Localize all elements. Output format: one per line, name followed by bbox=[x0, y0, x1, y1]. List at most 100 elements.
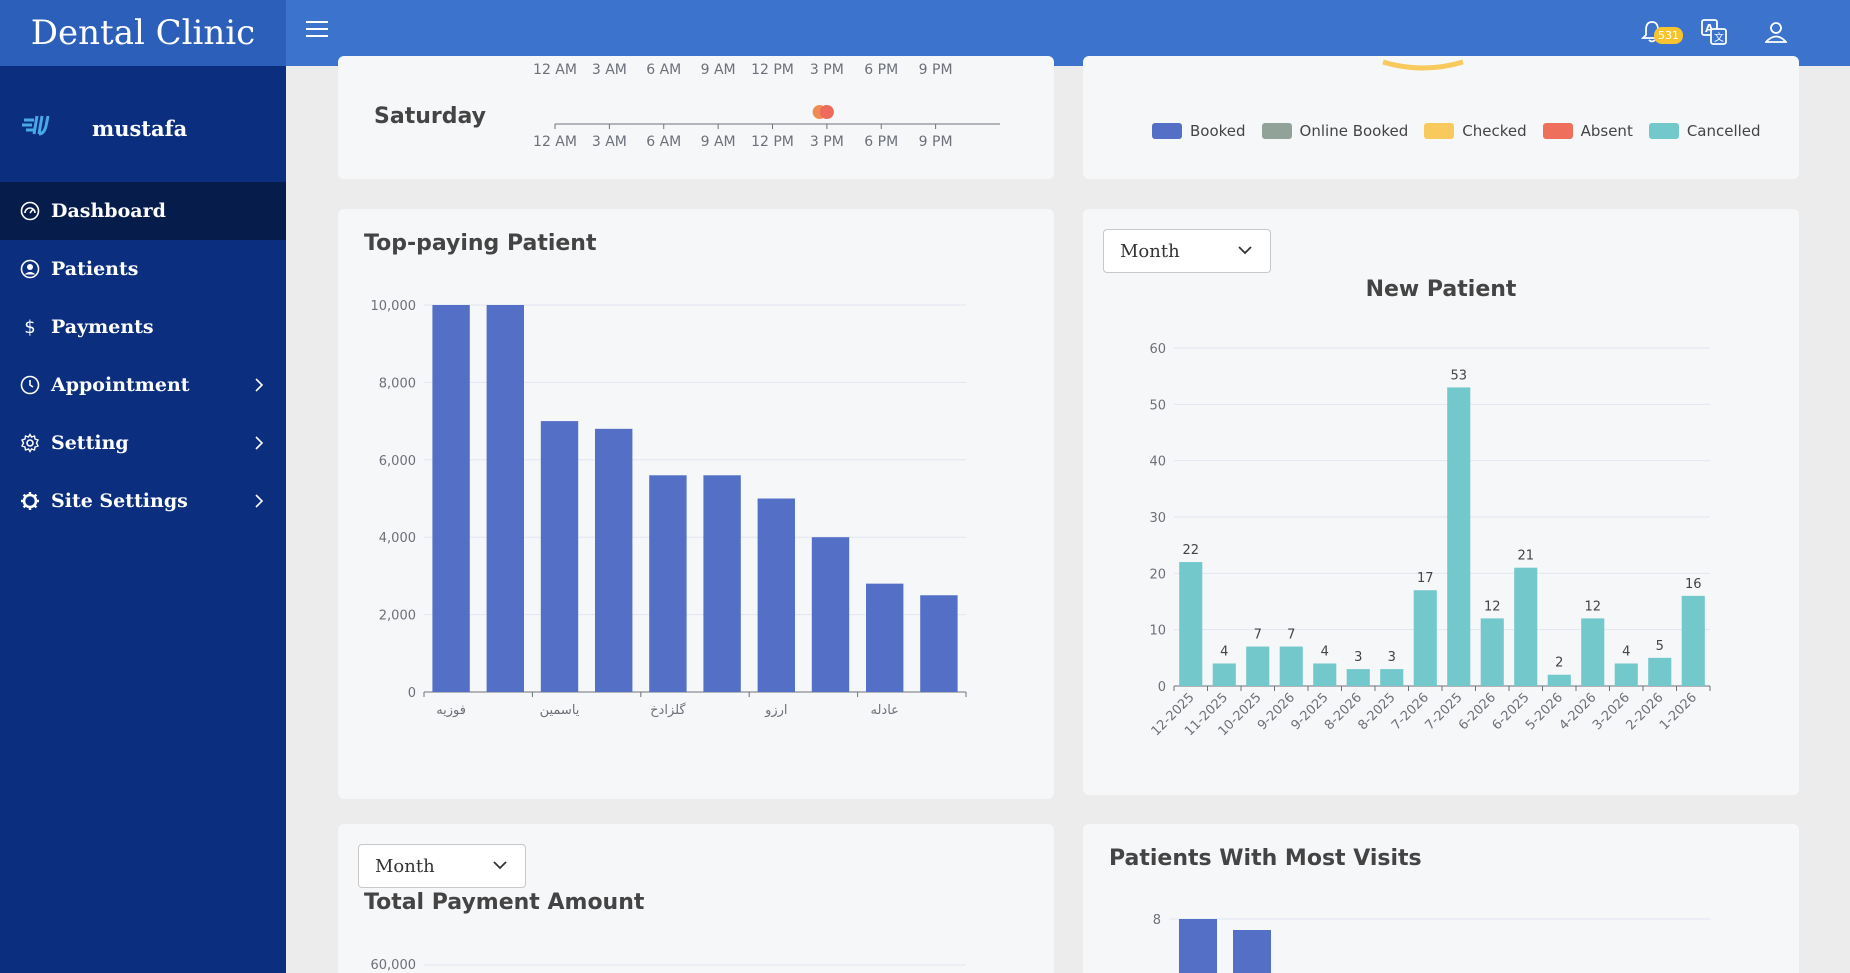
bar-value-label: 7 bbox=[1254, 628, 1262, 643]
sidebar-item-label: Site Settings bbox=[51, 490, 188, 512]
x-tick-label: گلزادخ bbox=[650, 702, 686, 718]
bar bbox=[920, 595, 958, 692]
legend-swatch bbox=[1152, 123, 1182, 139]
new-patient-card: Month New Patient 0 10 20 30 40 50 60 22 12-2025… bbox=[1083, 209, 1799, 795]
bar bbox=[1648, 657, 1672, 686]
legend-item[interactable]: Online Booked bbox=[1261, 122, 1409, 140]
legend-item[interactable]: Checked bbox=[1424, 122, 1527, 140]
y-tick-label: 0 bbox=[1158, 680, 1166, 695]
top-paying-patient-card: Top-paying Patient 0 2,000 4,000 6,000 8,000… bbox=[338, 209, 1054, 799]
new-patient-period-select[interactable]: Month bbox=[1103, 229, 1271, 273]
bar bbox=[486, 305, 524, 692]
y-tick-label: 60,000 bbox=[371, 958, 417, 973]
legend-item[interactable]: Cancelled bbox=[1648, 122, 1761, 140]
bar-value-label: 7 bbox=[1287, 628, 1295, 643]
bar bbox=[757, 498, 795, 692]
y-tick-label: 0 bbox=[408, 686, 416, 701]
bar bbox=[1313, 663, 1337, 686]
bar bbox=[649, 475, 687, 692]
gear-icon bbox=[20, 433, 40, 453]
chevron-down-icon bbox=[493, 861, 507, 870]
bar bbox=[1581, 618, 1605, 686]
y-tick-label: 40 bbox=[1149, 455, 1166, 470]
bar bbox=[1480, 618, 1504, 686]
chevron-right-icon bbox=[255, 494, 264, 508]
legend-label: Absent bbox=[1580, 122, 1633, 140]
bar-value-label: 4 bbox=[1220, 644, 1228, 659]
notification-count-badge: 531 bbox=[1654, 27, 1683, 44]
bar bbox=[1246, 646, 1270, 686]
most-visits-chart: 8 bbox=[1153, 913, 1711, 973]
sidebar-item-patients[interactable]: Patients bbox=[0, 240, 286, 298]
user-profile-icon[interactable] bbox=[1762, 18, 1790, 46]
bar-value-label: 2 bbox=[1555, 656, 1563, 671]
time-tick-label: 6 AM bbox=[646, 62, 681, 78]
sidebar-item-label: Dashboard bbox=[51, 200, 166, 222]
time-tick-label: 9 AM bbox=[701, 62, 736, 78]
legend-item[interactable]: Absent bbox=[1542, 122, 1633, 140]
user-name: mustafa bbox=[92, 115, 188, 141]
schedule-day-label: Saturday bbox=[374, 104, 486, 129]
legend-item[interactable]: Booked bbox=[1152, 122, 1246, 140]
time-tick-label: 9 AM bbox=[701, 134, 736, 150]
most-visits-card: Patients With Most Visits 8 bbox=[1083, 824, 1799, 973]
time-tick-label: 12 PM bbox=[751, 134, 794, 150]
bar bbox=[540, 421, 579, 692]
legend-swatch bbox=[1648, 123, 1679, 139]
time-tick-label: 12 PM bbox=[751, 62, 794, 78]
sidebar-item-site-settings[interactable]: Site Settings bbox=[0, 472, 286, 530]
y-tick-label: 8 bbox=[1153, 913, 1161, 928]
legend-swatch bbox=[1542, 123, 1573, 139]
sidebar-item-label: Appointment bbox=[51, 374, 190, 396]
y-tick-label: 60 bbox=[1149, 342, 1166, 357]
sidebar-item-setting[interactable]: Setting bbox=[0, 414, 286, 472]
appointment-dot bbox=[819, 105, 834, 119]
legend-swatch bbox=[1424, 123, 1455, 139]
bar-value-label: 3 bbox=[1388, 650, 1396, 665]
y-tick-label: 30 bbox=[1149, 511, 1166, 526]
sidebar-item-payments[interactable]: $ Payments bbox=[0, 298, 286, 356]
sidebar-nav: Dashboard Patients $ Payments Appointmen… bbox=[0, 182, 286, 530]
x-tick-label: 1-2026 bbox=[1657, 690, 1700, 733]
appointment-status-card bbox=[1083, 56, 1799, 179]
select-value: Month bbox=[375, 855, 435, 877]
appointment-schedule-card: Saturday 12 AM 3 AM 6 AM 9 AM 12 PM 3 PM 6 PM 9… bbox=[338, 56, 1054, 179]
sidebar-item-appointment[interactable]: Appointment bbox=[0, 356, 286, 414]
bar-value-label: 53 bbox=[1450, 368, 1467, 383]
time-tick-label: 3 PM bbox=[810, 134, 844, 150]
y-tick-label: 2,000 bbox=[379, 609, 416, 624]
x-tick-label: عادله bbox=[870, 703, 898, 718]
menu-toggle-icon[interactable] bbox=[306, 21, 328, 39]
time-tick-label: 6 AM bbox=[646, 134, 681, 150]
total-payment-period-select[interactable]: Month bbox=[358, 844, 526, 888]
bar bbox=[1447, 387, 1471, 686]
bar bbox=[595, 428, 633, 692]
settings-ring-icon bbox=[20, 491, 40, 511]
legend-swatch bbox=[1261, 123, 1292, 139]
new-patient-chart: 01020304050602212-2025411-2025710-202579… bbox=[1149, 342, 1711, 739]
total-payment-card: Month Total Payment Amount 60,000 bbox=[338, 824, 1054, 973]
bar-value-label: 16 bbox=[1685, 577, 1702, 592]
bar bbox=[1212, 663, 1236, 686]
x-tick-label: ارزو bbox=[764, 703, 787, 718]
notifications-bell-icon[interactable]: 531 bbox=[1638, 18, 1683, 46]
dollar-icon: $ bbox=[24, 316, 36, 338]
bar-value-label: 21 bbox=[1517, 549, 1534, 564]
chevron-right-icon bbox=[255, 436, 264, 450]
select-value: Month bbox=[1120, 240, 1180, 262]
top-paying-title: Top-paying Patient bbox=[364, 231, 597, 256]
y-tick-label: 4,000 bbox=[379, 531, 416, 546]
sidebar-item-dashboard[interactable]: Dashboard bbox=[0, 182, 286, 240]
bar-value-label: 17 bbox=[1417, 571, 1434, 586]
bar bbox=[811, 537, 850, 692]
legend-label: Online Booked bbox=[1299, 122, 1409, 140]
bar bbox=[1413, 590, 1437, 686]
legend-label: Booked bbox=[1190, 122, 1246, 140]
bar-value-label: 3 bbox=[1354, 650, 1362, 665]
time-tick-label: 3 AM bbox=[592, 62, 627, 78]
y-tick-label: 20 bbox=[1149, 567, 1166, 582]
bar bbox=[1279, 646, 1303, 686]
